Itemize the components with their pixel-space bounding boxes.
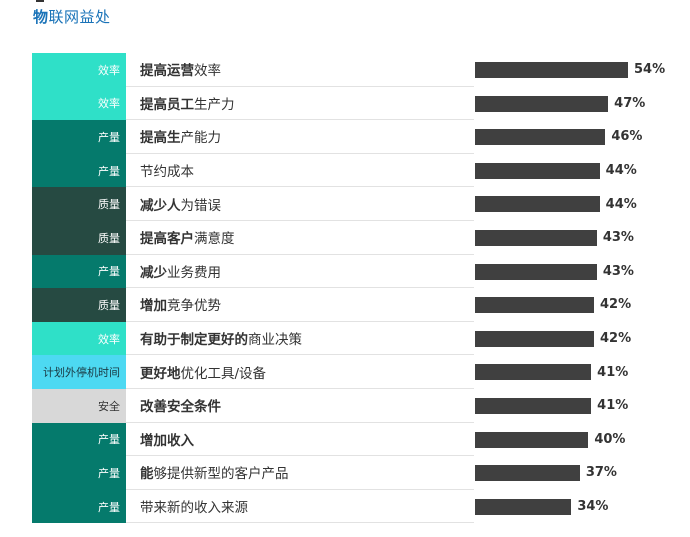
chart-row: 产量 增加收入 40% [32, 422, 690, 457]
chart-row: 质量 减少人 为错误 44% [32, 187, 690, 221]
data-label: 41% [597, 364, 629, 380]
chart-row: 安全 改善安全条件 41% [32, 389, 690, 423]
category-tag: 安全 [32, 389, 126, 423]
bar-label: 节约成本 [126, 154, 474, 188]
data-label: 37% [585, 465, 617, 481]
chart-row: 产量 节约成本 44% [32, 153, 690, 188]
data-label: 46% [611, 129, 643, 145]
category-tag: 产量 [32, 422, 126, 457]
category-tag: 产量 [32, 120, 126, 154]
data-label: 54% [634, 62, 666, 78]
chart-row: 产量 提高生 产能力 46% [32, 120, 690, 154]
bar-label: 更好地 优化工具/设备 [126, 355, 474, 389]
category-tag: 产量 [32, 456, 126, 490]
top-mark [36, 0, 44, 2]
bar-label: 有助于制定更好的 商业决策 [126, 322, 474, 356]
category-tag: 效率 [32, 86, 126, 121]
data-label: 44% [605, 163, 637, 179]
category-tag: 产量 [32, 254, 126, 289]
category-tag: 质量 [32, 221, 126, 255]
category-tag: 效率 [32, 53, 126, 87]
bar [475, 95, 609, 112]
category-tag: 计划外停机时间 [32, 355, 126, 389]
bar-label: 提高客户 满意度 [126, 221, 474, 255]
bar [475, 398, 592, 414]
bar-label: 增加 竞争优势 [126, 288, 474, 322]
bar-label: 能够提供新型的客户产品 [126, 456, 474, 490]
bar [475, 297, 594, 314]
bar-label: 增加收入 [126, 423, 474, 457]
data-label: 40% [594, 431, 626, 447]
data-label: 43% [602, 263, 634, 279]
chart-row: 产量能够提供新型的客户产品 37% [32, 456, 690, 490]
bar [475, 263, 597, 280]
chart-title-rest: 联网益处 [48, 8, 111, 26]
data-label: 42% [600, 331, 632, 347]
bar-label: 提高运营 效率 [126, 53, 474, 87]
bar-label: 提高员工 生产力 [126, 87, 474, 121]
data-label: 41% [597, 398, 629, 414]
chart-row: 效率 提高运营 效率 54% [32, 53, 690, 87]
category-tag: 产量 [32, 153, 126, 188]
category-tag: 质量 [32, 187, 126, 221]
chart-row: 产量 减少 业务费用 43% [32, 254, 690, 289]
data-label: 43% [602, 230, 634, 246]
bar-label: 减少人 为错误 [126, 187, 474, 221]
category-tag: 产量 [32, 489, 126, 524]
bar [475, 62, 628, 78]
chart-row: 计划外停机时间 更好地 优化工具/设备 41% [32, 355, 690, 389]
bar [475, 230, 597, 246]
category-tag: 质量 [32, 288, 126, 322]
chart-row: 质量 提高客户 满意度 43% [32, 221, 690, 255]
bar [475, 431, 589, 448]
bar [475, 196, 600, 213]
bar-label: 带来新的收入来源 [126, 490, 474, 524]
data-label: 47% [614, 95, 646, 111]
data-label: 44% [605, 196, 637, 212]
bar [475, 465, 580, 482]
chart-row: 效率 提高员工 生产力 47% [32, 86, 690, 121]
bar-label: 减少 业务费用 [126, 255, 474, 289]
bar [475, 330, 594, 347]
bar [475, 498, 572, 515]
chart-row: 产量 带来新的收入来源 34% [32, 489, 690, 524]
data-label: 34% [577, 499, 609, 515]
bar-label: 提高生 产能力 [126, 120, 474, 154]
category-tag: 效率 [32, 321, 126, 356]
data-label: 42% [600, 297, 632, 313]
chart-title: 物联网益处 [33, 6, 111, 27]
bar-label: 改善安全条件 [126, 389, 474, 423]
chart-row: 效率 有助于制定更好的 商业决策 42% [32, 321, 690, 356]
bar-chart: 效率 提高运营 效率 54% 效率 提高员工 生产力 47% 产量 提高生 产能力 46% 产量 节约成本… [32, 53, 690, 524]
chart-title-prefix: 物 [33, 8, 49, 26]
chart-row: 质量 增加 竞争优势 42% [32, 288, 690, 322]
bar [475, 162, 600, 179]
bar [475, 129, 606, 146]
bar [475, 364, 592, 381]
